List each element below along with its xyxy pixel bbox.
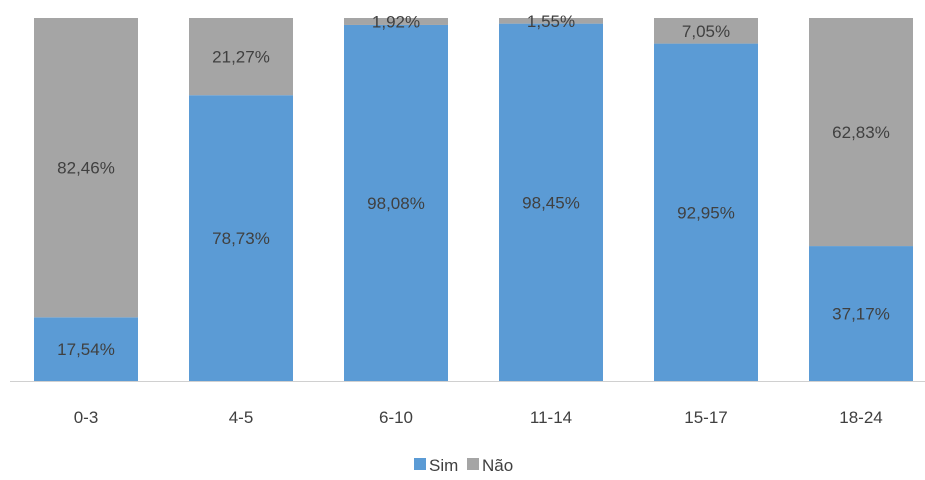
x-tick-label-15-17: 15-17 bbox=[684, 408, 727, 427]
x-tick-label-6-10: 6-10 bbox=[379, 408, 413, 427]
bar-sim-4-5 bbox=[189, 95, 293, 382]
x-tick-labels: 0-3 4-5 6-10 11-14 15-17 18-24 bbox=[74, 408, 883, 427]
data-label-nao-6-10: 1,92% bbox=[372, 12, 420, 31]
bar-nao-15-17 bbox=[654, 18, 758, 44]
data-label-nao-15-17: 7,05% bbox=[682, 22, 730, 41]
legend-label-nao: Não bbox=[482, 456, 513, 475]
bar-sim-18-24 bbox=[809, 246, 913, 381]
bars-layer bbox=[34, 18, 913, 382]
x-tick-label-4-5: 4-5 bbox=[229, 408, 254, 427]
bar-sim-11-14 bbox=[499, 23, 603, 382]
legend-label-sim: Sim bbox=[429, 456, 458, 475]
data-label-nao-18-24: 62,83% bbox=[832, 123, 890, 142]
bar-nao-11-14 bbox=[499, 18, 603, 24]
data-label-sim-11-14: 98,45% bbox=[522, 193, 580, 212]
bar-nao-18-24 bbox=[809, 18, 913, 247]
bar-nao-6-10 bbox=[344, 18, 448, 25]
x-tick-label-0-3: 0-3 bbox=[74, 408, 99, 427]
bar-nao-0-3 bbox=[34, 18, 138, 318]
x-tick-label-18-24: 18-24 bbox=[839, 408, 882, 427]
legend-swatch-sim bbox=[414, 458, 426, 470]
data-label-sim-18-24: 37,17% bbox=[832, 305, 890, 324]
x-tick-label-11-14: 11-14 bbox=[530, 408, 572, 427]
data-label-sim-4-5: 78,73% bbox=[212, 229, 270, 248]
data-label-sim-15-17: 92,95% bbox=[677, 203, 735, 222]
data-label-nao-4-5: 21,27% bbox=[212, 48, 270, 67]
data-label-nao-11-14: 1,55% bbox=[527, 12, 575, 31]
data-labels-layer: 17,54% 82,46% 78,73% 21,27% 98,08% 1,92% 98,45… bbox=[57, 12, 890, 359]
data-label-sim-6-10: 98,08% bbox=[367, 194, 425, 213]
legend: Sim Não bbox=[414, 456, 513, 475]
legend-swatch-nao bbox=[467, 458, 479, 470]
bar-sim-6-10 bbox=[344, 24, 448, 381]
bar-sim-15-17 bbox=[654, 43, 758, 382]
bar-nao-4-5 bbox=[189, 18, 293, 96]
data-label-sim-0-3: 17,54% bbox=[57, 340, 115, 359]
bar-sim-0-3 bbox=[34, 317, 138, 381]
data-label-nao-0-3: 82,46% bbox=[57, 159, 115, 178]
